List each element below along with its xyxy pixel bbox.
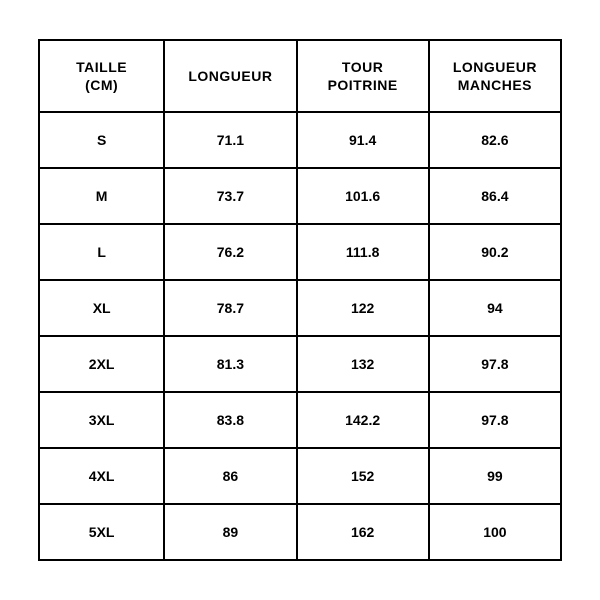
- cell-chest: 111.8: [297, 224, 429, 280]
- table-row: L 76.2 111.8 90.2: [39, 224, 561, 280]
- column-header-sleeve: LONGUEUR MANCHES: [429, 40, 561, 112]
- cell-chest: 162: [297, 504, 429, 560]
- cell-length: 78.7: [164, 280, 296, 336]
- size-table-container: TAILLE (CM) LONGUEUR TOUR POITRINE LONGU…: [38, 39, 562, 561]
- cell-size: 3XL: [39, 392, 164, 448]
- cell-sleeve: 86.4: [429, 168, 561, 224]
- column-header-length: LONGUEUR: [164, 40, 296, 112]
- column-header-sleeve-line2: MANCHES: [458, 77, 532, 93]
- cell-sleeve: 100: [429, 504, 561, 560]
- cell-chest: 101.6: [297, 168, 429, 224]
- table-row: 5XL 89 162 100: [39, 504, 561, 560]
- cell-sleeve: 99: [429, 448, 561, 504]
- cell-sleeve: 82.6: [429, 112, 561, 168]
- cell-chest: 132: [297, 336, 429, 392]
- cell-size: 5XL: [39, 504, 164, 560]
- table-header-row: TAILLE (CM) LONGUEUR TOUR POITRINE LONGU…: [39, 40, 561, 112]
- cell-length: 76.2: [164, 224, 296, 280]
- size-table: TAILLE (CM) LONGUEUR TOUR POITRINE LONGU…: [38, 39, 562, 561]
- cell-chest: 91.4: [297, 112, 429, 168]
- cell-chest: 152: [297, 448, 429, 504]
- cell-sleeve: 97.8: [429, 336, 561, 392]
- cell-length: 83.8: [164, 392, 296, 448]
- cell-length: 89: [164, 504, 296, 560]
- cell-length: 81.3: [164, 336, 296, 392]
- cell-size: S: [39, 112, 164, 168]
- table-row: XL 78.7 122 94: [39, 280, 561, 336]
- column-header-chest-line1: TOUR: [342, 59, 383, 75]
- cell-length: 86: [164, 448, 296, 504]
- cell-size: XL: [39, 280, 164, 336]
- table-row: S 71.1 91.4 82.6: [39, 112, 561, 168]
- cell-sleeve: 94: [429, 280, 561, 336]
- cell-chest: 122: [297, 280, 429, 336]
- table-row: 3XL 83.8 142.2 97.8: [39, 392, 561, 448]
- column-header-size-line1: TAILLE: [76, 59, 127, 75]
- column-header-size-line2: (CM): [85, 77, 118, 93]
- table-row: 4XL 86 152 99: [39, 448, 561, 504]
- column-header-sleeve-line1: LONGUEUR: [453, 59, 537, 75]
- cell-sleeve: 97.8: [429, 392, 561, 448]
- column-header-chest-line2: POITRINE: [328, 77, 398, 93]
- column-header-chest: TOUR POITRINE: [297, 40, 429, 112]
- cell-length: 71.1: [164, 112, 296, 168]
- column-header-size: TAILLE (CM): [39, 40, 164, 112]
- cell-size: L: [39, 224, 164, 280]
- cell-size: M: [39, 168, 164, 224]
- table-row: M 73.7 101.6 86.4: [39, 168, 561, 224]
- table-row: 2XL 81.3 132 97.8: [39, 336, 561, 392]
- cell-length: 73.7: [164, 168, 296, 224]
- cell-chest: 142.2: [297, 392, 429, 448]
- cell-size: 4XL: [39, 448, 164, 504]
- cell-size: 2XL: [39, 336, 164, 392]
- cell-sleeve: 90.2: [429, 224, 561, 280]
